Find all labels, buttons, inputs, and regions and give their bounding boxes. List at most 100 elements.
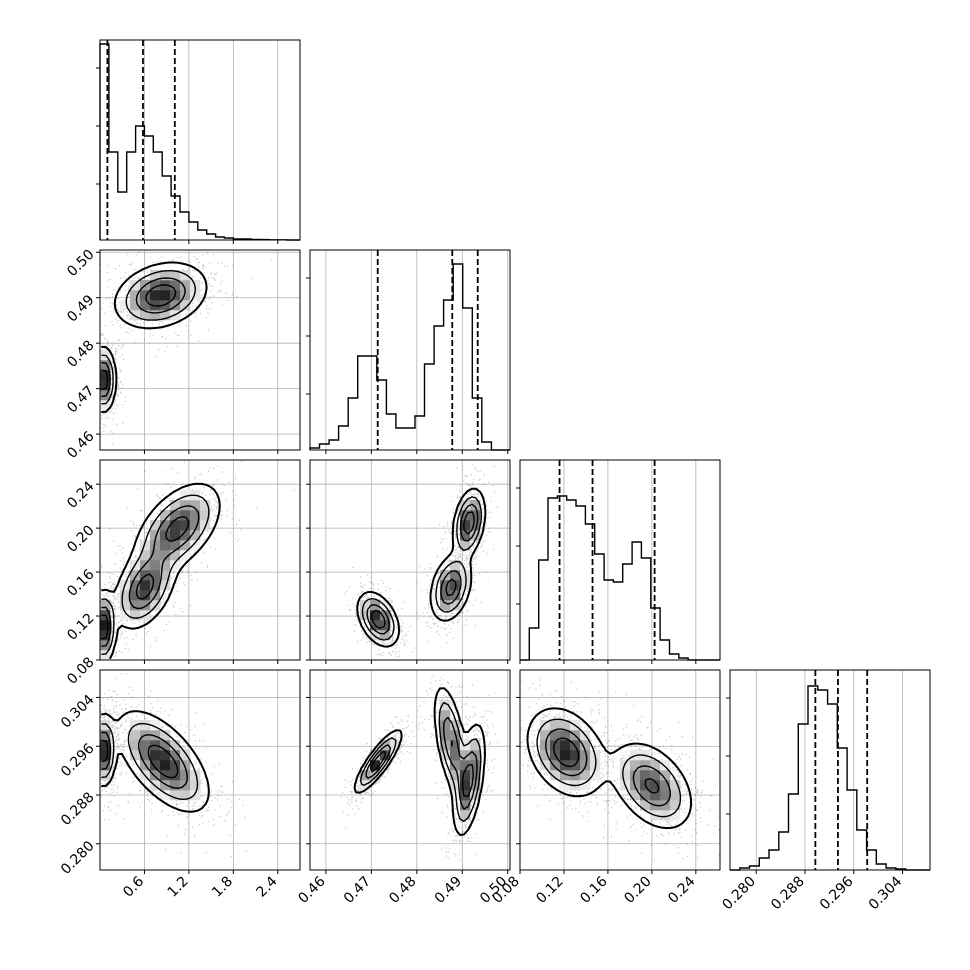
density-cell [540,750,551,761]
density-cell [670,800,681,811]
density-cell [170,500,181,511]
panel-2-2 [563,460,697,660]
frame-1-1 [309,249,511,454]
density-cell [180,500,191,511]
panel-frame [99,459,301,661]
density-cell [190,530,201,541]
density-cell [440,710,451,721]
panel-frame [309,249,511,451]
panel-frame [309,459,511,661]
density-contour [101,261,208,413]
density-cell [100,390,111,401]
density-cell [660,780,671,791]
panel-frame [99,669,301,871]
density-cell [440,700,451,711]
x-tick-label: 0.48 [386,874,419,907]
density-cell [660,800,671,811]
density-cell [630,770,641,781]
panel-3-3 [755,670,903,870]
density-contour [101,505,200,647]
density-cell [460,500,471,511]
density-cell [640,760,651,771]
y-tick-label: 0.49 [64,292,97,325]
density-cell [370,610,381,621]
density-cell [170,750,181,761]
scatter-points [520,678,720,861]
density-cell [140,550,151,561]
density-cell [190,510,201,521]
density-contour [101,277,186,398]
panel-2-1 [310,460,510,660]
density-cell [450,600,461,611]
density-cell [460,520,471,531]
density-cell [140,300,151,311]
density-cell [120,590,131,601]
scatter-points [100,250,273,448]
density-cell [100,380,111,391]
density-cell [450,570,461,581]
density-cell [160,510,171,521]
density-cell [450,780,461,791]
density-cell [180,280,191,291]
density-cell [460,510,471,521]
density-cell [150,730,161,741]
density-cell [160,270,171,281]
density-contour [356,487,487,648]
density-cell [550,730,561,741]
scatter-points [100,460,295,660]
density-cell [180,300,191,311]
density-cell [450,560,461,571]
density-cell [170,780,181,791]
density-cell [100,770,111,781]
x-tick-label: 0.296 [817,873,857,913]
density-cell [170,790,181,801]
density-cell [130,730,141,741]
density-cell [130,300,141,311]
density-cell [560,740,571,751]
density-cell [460,760,471,771]
density-cell [460,530,471,541]
density-cell [170,530,181,541]
density-cell [100,630,111,641]
density-cell [440,720,451,731]
density-cell [560,750,571,761]
density-cell [150,720,161,731]
density-cell [130,580,141,591]
density-cell [190,770,201,781]
density-cell [150,750,161,761]
y-tick-label: 0.296 [58,741,98,781]
density-cell [170,770,181,781]
density-cell [460,750,471,761]
panel-3-2 [520,670,720,870]
density-cell [190,540,201,551]
density-cell [130,750,141,761]
density-cell [370,630,381,641]
density-cell [460,800,471,811]
density-cell [550,760,561,771]
x-tick-label: 0.24 [665,873,698,906]
density-cell [130,740,141,751]
density-cell [160,580,171,591]
density-contour [101,516,190,640]
x-tick-label: 1.2 [165,874,192,901]
density-cell [190,290,201,301]
density-cell [450,590,461,601]
y-tick-label: 0.288 [58,789,98,829]
density-cell [650,760,661,771]
density-contour [101,269,196,405]
density-cell [100,720,111,731]
histogram-step-line [730,685,930,871]
density-cell [100,760,111,771]
density-cell [470,520,481,531]
density-cell [580,780,591,791]
density-cell [640,800,651,811]
density-cell [470,770,481,781]
density-cell [130,310,141,321]
density-cell [450,750,461,761]
density-cell [460,790,471,801]
y-tick-label: 0.50 [64,247,97,280]
histogram-panel-0 [96,40,300,241]
density-cell [160,290,171,301]
density-cell [550,720,561,731]
density-cell [150,270,161,281]
